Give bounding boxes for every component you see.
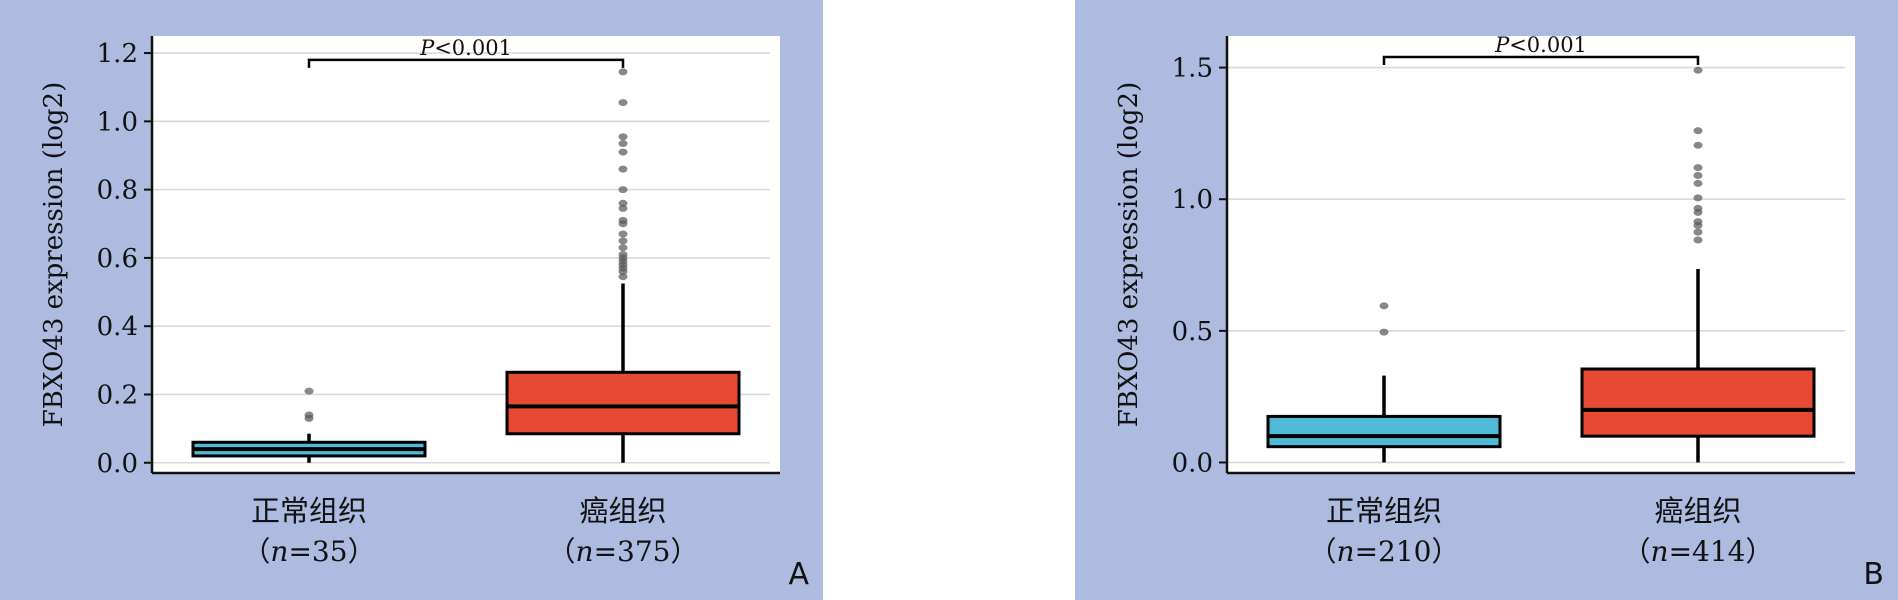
y-tick-label: 0.8 <box>97 176 138 206</box>
significance-bracket <box>307 58 625 68</box>
y-axis-label: FBXO43 expression (log2) <box>39 82 69 427</box>
outlier-point <box>1693 164 1703 172</box>
y-tick-label: 0.4 <box>97 312 138 342</box>
y-axis-label: FBXO43 expression (log2) <box>1114 82 1144 427</box>
outlier-point <box>618 230 628 238</box>
outlier-point <box>1693 236 1703 244</box>
outlier-point <box>618 165 628 173</box>
outlier-point <box>1693 228 1703 236</box>
outlier-point <box>618 244 628 252</box>
outlier-point <box>1693 179 1703 187</box>
chart-panel-a: 0.0 0.2 0.4 0.6 0.8 1.0 1.2 FBXO43 expression (… <box>0 0 823 600</box>
outlier-point <box>1693 141 1703 149</box>
x-tick-n-label: （n=414） <box>1623 535 1774 568</box>
outlier-point <box>1379 302 1389 310</box>
outlier-point <box>1693 194 1703 202</box>
box-tumor <box>505 370 741 436</box>
outlier-point <box>618 216 628 224</box>
outlier-point <box>304 411 314 419</box>
outlier-point <box>618 237 628 245</box>
y-tick-label: 0.0 <box>97 449 138 479</box>
box-plot-b: 0.0 0.5 1.0 1.5 FBXO43 expression (log2) 正常组织… <box>1114 33 1855 568</box>
panel-label-a: A <box>788 557 809 592</box>
y-tick-label: 0.5 <box>1172 317 1213 347</box>
outlier-point <box>1379 328 1389 336</box>
outlier-point <box>618 273 628 281</box>
outlier-point <box>618 148 628 156</box>
x-tick-n-label: （n=35） <box>242 535 375 568</box>
x-tick-n-label: （n=210） <box>1309 535 1460 568</box>
chart-panel-b: 0.0 0.5 1.0 1.5 FBXO43 expression (log2) 正常组织… <box>1075 0 1898 600</box>
panel-label-b: B <box>1863 557 1884 592</box>
outlier-point <box>1693 204 1703 212</box>
significance-label: P<0.001 <box>1494 33 1587 57</box>
outlier-point <box>618 199 628 207</box>
y-tick-label: 1.5 <box>1172 54 1213 84</box>
outlier-point <box>1693 127 1703 135</box>
x-tick-label: 癌组织 <box>579 494 666 528</box>
outlier-point <box>618 140 628 148</box>
box-plot-a: 0.0 0.2 0.4 0.6 0.8 1.0 1.2 FBXO43 expression (… <box>39 36 780 568</box>
y-tick-label: 0.6 <box>97 244 138 274</box>
y-tick-label: 1.0 <box>1172 185 1213 215</box>
x-tick-label: 正常组织 <box>1326 494 1442 528</box>
box-tumor <box>1580 367 1816 438</box>
x-tick-label: 癌组织 <box>1654 494 1741 528</box>
outlier-point <box>1693 172 1703 180</box>
outlier-point <box>618 99 628 107</box>
outlier-point <box>1693 66 1703 74</box>
x-tick-label: 正常组织 <box>251 494 367 528</box>
y-tick-label: 0.2 <box>97 380 138 410</box>
significance-bracket <box>1382 55 1700 66</box>
y-tick-label: 1.2 <box>97 39 138 69</box>
y-tick-label: 1.0 <box>97 107 138 137</box>
outlier-point <box>1693 218 1703 226</box>
outlier-point <box>618 186 628 194</box>
outlier-point <box>618 204 628 212</box>
outlier-point <box>304 387 314 395</box>
outlier-point <box>618 133 628 141</box>
outlier-point <box>618 251 628 258</box>
outlier-point <box>618 68 628 76</box>
x-tick-n-label: （n=375） <box>548 535 699 568</box>
y-tick-label: 0.0 <box>1172 448 1213 478</box>
significance-label: P<0.001 <box>419 36 512 60</box>
box-normal <box>1266 414 1502 449</box>
